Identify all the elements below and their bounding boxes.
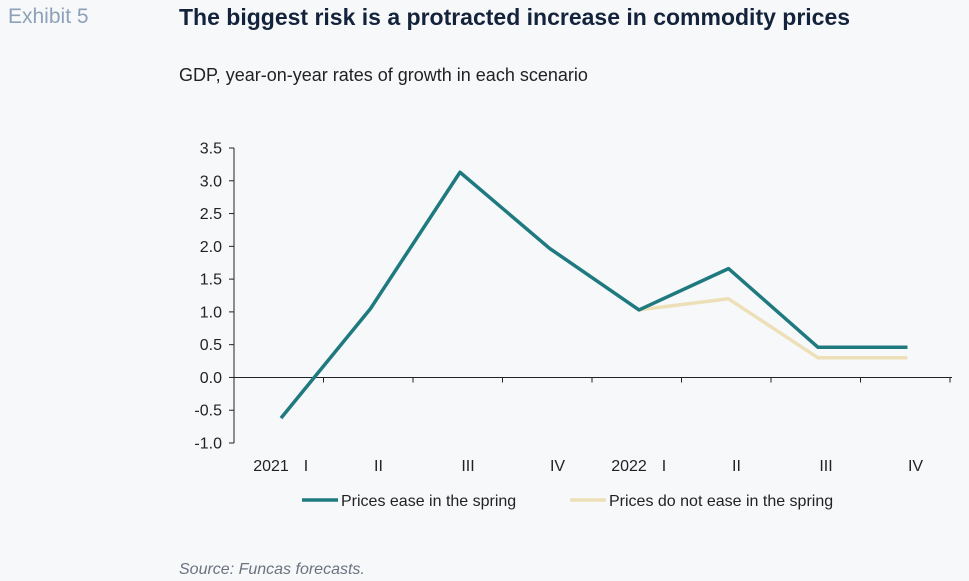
chart-title: The biggest risk is a protracted increas… bbox=[179, 4, 851, 30]
x-category-label: I bbox=[304, 458, 308, 475]
legend-label: Prices ease in the spring bbox=[341, 493, 516, 510]
x-category-label: I bbox=[662, 458, 666, 475]
y-tick-label: 1.5 bbox=[200, 272, 222, 289]
y-tick-label: 0.5 bbox=[200, 337, 222, 354]
x-year-label: 2022 bbox=[611, 458, 647, 475]
x-category-label: III bbox=[819, 458, 832, 475]
y-tick-label: -0.5 bbox=[194, 403, 222, 420]
x-category-label: IV bbox=[550, 458, 565, 475]
y-tick-label: 2.5 bbox=[200, 206, 222, 223]
x-category-label: II bbox=[374, 458, 383, 475]
x-category-label: II bbox=[732, 458, 741, 475]
x-category-label: IV bbox=[908, 458, 923, 475]
chart-legend: Prices ease in the spring Prices do not e… bbox=[302, 493, 833, 510]
x-category-label: III bbox=[461, 458, 474, 475]
y-tick-label: 1.0 bbox=[200, 304, 222, 321]
y-tick-label: 0.0 bbox=[200, 370, 222, 387]
chart-axes: 3.53.02.52.01.51.00.50.0-0.5-1.0I II III IV… bbox=[194, 141, 952, 475]
x-year-label: 2021 bbox=[253, 458, 289, 475]
exhibit-label: Exhibit 5 bbox=[8, 5, 89, 28]
line-chart: 3.53.02.52.01.51.00.50.0-0.5-1.0I II III IV… bbox=[194, 141, 952, 510]
y-tick-label: 3.5 bbox=[200, 141, 222, 158]
legend-label: Prices do not ease in the spring bbox=[609, 493, 833, 510]
y-tick-label: 3.0 bbox=[200, 173, 222, 190]
series-line-prices-do-not-ease-in-the-spring bbox=[638, 297, 908, 360]
y-tick-label: -1.0 bbox=[194, 436, 222, 453]
chart-subtitle: GDP, year-on-year rates of growth in eac… bbox=[179, 65, 588, 85]
chart-series bbox=[279, 170, 908, 420]
source-note: Source: Funcas forecasts. bbox=[179, 561, 365, 578]
y-tick-label: 2.0 bbox=[200, 239, 222, 256]
series-line-prices-ease-in-the-spring bbox=[279, 170, 908, 420]
